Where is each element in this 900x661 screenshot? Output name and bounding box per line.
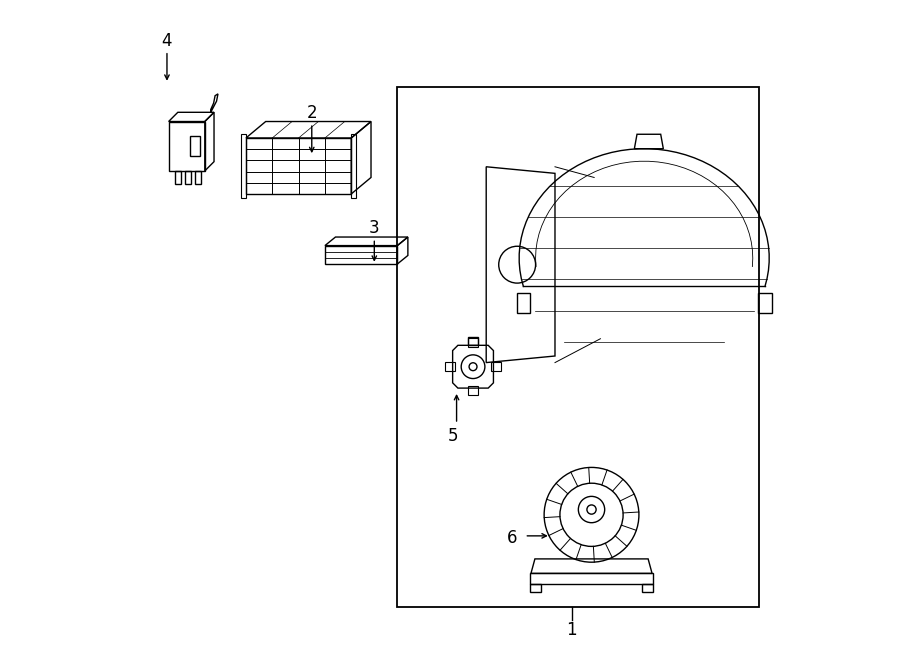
Text: 6: 6: [508, 529, 518, 547]
Text: 3: 3: [369, 219, 380, 237]
Text: 5: 5: [448, 427, 458, 445]
Text: 4: 4: [162, 32, 172, 50]
Bar: [397, 87, 760, 607]
Text: 1: 1: [566, 621, 577, 639]
Text: 2: 2: [307, 104, 317, 122]
